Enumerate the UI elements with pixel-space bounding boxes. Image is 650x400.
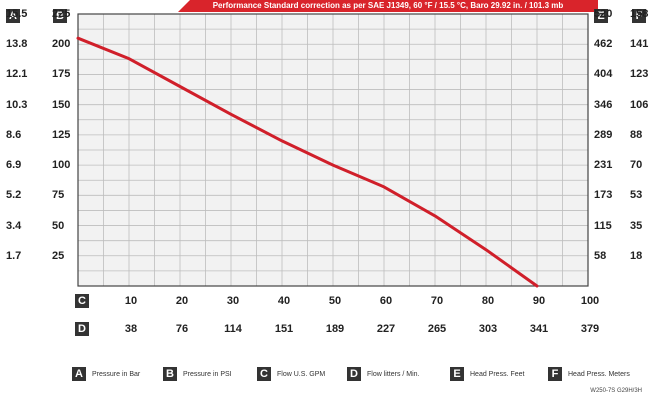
tick-label-c: 60: [379, 295, 393, 307]
legend-label-a: Pressure in Bar: [92, 370, 141, 378]
tick-label-f: 35: [630, 219, 643, 232]
tick-label-b: 175: [52, 68, 71, 81]
legend-letter-d: D: [347, 367, 361, 381]
tick-label-d: 341: [529, 323, 549, 335]
banner-text: Performance Standard correction as per S…: [212, 1, 564, 10]
tick-label-a: 3.4: [6, 219, 22, 232]
tick-label-a: 6.9: [6, 159, 22, 172]
plot-border: [77, 13, 589, 287]
tick-label-e: 115: [594, 219, 612, 232]
tick-label-c: 30: [226, 295, 240, 307]
tick-label-c: 40: [277, 295, 291, 307]
axis-letter-a: A: [6, 9, 20, 23]
legend-label-d: Flow litters / Min.: [367, 370, 420, 378]
tick-label-a: 8.6: [6, 128, 22, 141]
tick-label-f: 53: [630, 189, 643, 202]
legend-label-e: Head Press. Feet: [470, 370, 525, 378]
tick-label-d: 189: [325, 323, 345, 335]
tick-label-c: 20: [175, 295, 189, 307]
tick-label-e: 404: [594, 68, 613, 81]
tick-label-a: 12.1: [6, 68, 28, 81]
horizontal-gridlines: [78, 28, 588, 272]
tick-label-d: 303: [478, 323, 498, 335]
tick-label-a: 10.3: [6, 98, 28, 111]
tick-label-f: 18: [630, 249, 643, 262]
tick-label-f: 70: [630, 159, 643, 172]
legend-item-f: F Head Press. Meters: [548, 367, 630, 381]
legend-label-b: Pressure in PSI: [183, 370, 232, 378]
legend-item-a: A Pressure in Bar: [72, 367, 140, 381]
tick-label-e: 58: [594, 249, 607, 262]
legend-label-f: Head Press. Meters: [568, 370, 630, 378]
tick-label-c: 90: [532, 295, 546, 307]
tick-label-e: 462: [594, 38, 613, 51]
tick-label-f: 123: [630, 68, 649, 81]
tick-label-a: 15.5: [6, 8, 28, 20]
tick-label-d: 265: [427, 323, 447, 335]
legend-letter-e: E: [450, 367, 464, 381]
tick-label-a: 5.2: [6, 189, 22, 202]
tick-label-e: 289: [594, 128, 613, 141]
tick-label-c: 100: [580, 295, 600, 307]
axis-letter-e: E: [594, 9, 608, 23]
axis-letter-c: C: [75, 294, 89, 308]
tick-label-b: 125: [52, 128, 71, 141]
axis-letter-d: D: [75, 322, 89, 336]
tick-label-e: 231: [594, 159, 613, 172]
axis-letter-b: B: [53, 9, 67, 23]
series-line: [76, 36, 539, 288]
tick-label-b: 225: [52, 8, 71, 20]
tick-label-b: 200: [52, 38, 71, 51]
legend-letter-a: A: [72, 367, 86, 381]
legend-label-c: Flow U.S. GPM: [277, 370, 326, 378]
legend-item-c: C Flow U.S. GPM: [257, 367, 325, 381]
tick-label-c: 80: [481, 295, 495, 307]
tick-label-f: 88: [630, 128, 643, 141]
tick-label-f: 158: [630, 8, 649, 20]
tick-label-e: 520: [594, 8, 613, 20]
legend-letter-c: C: [257, 367, 271, 381]
tick-label-e: 346: [594, 98, 613, 111]
tick-label-f: 141: [630, 38, 649, 51]
legend-item-b: B Pressure in PSI: [163, 367, 232, 381]
tick-label-d: 151: [274, 323, 294, 335]
tick-label-a: 13.8: [6, 38, 28, 51]
tick-label-b: 150: [52, 98, 71, 111]
performance-banner: Performance Standard correction as per S…: [178, 0, 598, 12]
tick-label-c: 10: [124, 295, 138, 307]
model-code: W250-7S G29H/3H: [590, 388, 642, 394]
tick-label-b: 25: [52, 249, 65, 262]
tick-label-f: 106: [630, 98, 649, 111]
tick-label-d: 379: [580, 323, 600, 335]
tick-label-a: 1.7: [6, 249, 22, 262]
tick-label-e: 173: [594, 189, 613, 202]
legend-item-d: D Flow litters / Min.: [347, 367, 420, 381]
tick-label-d: 227: [376, 323, 396, 335]
legend-item-e: E Head Press. Feet: [450, 367, 524, 381]
legend-letter-f: F: [548, 367, 562, 381]
tick-label-b: 50: [52, 219, 65, 232]
tick-label-b: 75: [52, 189, 65, 202]
axis-letter-f: F: [632, 9, 646, 23]
tick-label-d: 38: [124, 323, 138, 335]
tick-label-c: 70: [430, 295, 444, 307]
tick-label-c: 50: [328, 295, 342, 307]
tick-label-b: 100: [52, 159, 71, 172]
tick-label-d: 76: [175, 323, 189, 335]
tick-label-d: 114: [224, 323, 242, 335]
legend-letter-b: B: [163, 367, 177, 381]
